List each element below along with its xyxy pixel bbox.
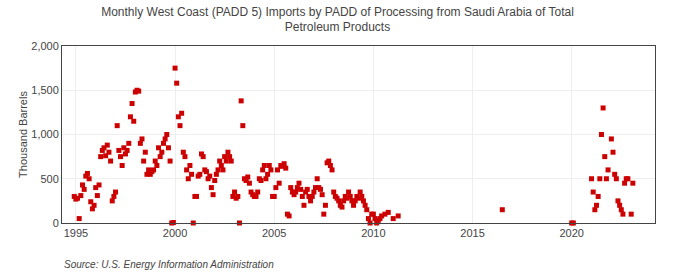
- svg-text:2,000: 2,000: [31, 40, 59, 52]
- svg-text:1995: 1995: [64, 227, 88, 239]
- svg-text:Monthly West Coast (PADD 5) Im: Monthly West Coast (PADD 5) Imports by P…: [101, 5, 574, 35]
- svg-text:Source: U.S. Energy Informatio: Source: U.S. Energy Information Administ…: [64, 259, 274, 270]
- svg-text:500: 500: [40, 173, 58, 185]
- svg-text:2010: 2010: [361, 227, 385, 239]
- svg-text:0: 0: [53, 217, 59, 229]
- svg-text:2005: 2005: [262, 227, 286, 239]
- svg-text:1,000: 1,000: [31, 128, 59, 140]
- svg-text:2020: 2020: [559, 227, 583, 239]
- svg-text:Thousand Barrels: Thousand Barrels: [17, 91, 29, 178]
- svg-text:2015: 2015: [460, 227, 484, 239]
- svg-text:2000: 2000: [163, 227, 187, 239]
- svg-text:1,500: 1,500: [31, 84, 59, 96]
